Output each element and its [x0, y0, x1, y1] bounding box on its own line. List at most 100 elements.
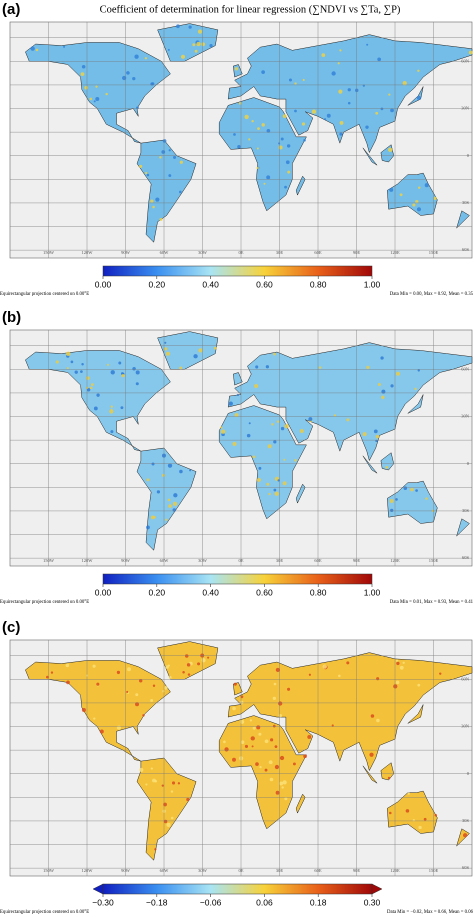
texture-speck	[179, 160, 183, 164]
texture-speck	[284, 797, 288, 801]
texture-speck	[424, 183, 429, 188]
texture-speck	[81, 64, 86, 69]
texture-speck	[86, 376, 90, 380]
texture-speck	[324, 118, 327, 121]
texture-speck	[96, 393, 100, 397]
texture-speck	[280, 426, 285, 431]
colorbar-arrow	[371, 883, 383, 895]
texture-speck	[167, 498, 171, 502]
texture-speck	[418, 825, 422, 830]
longitude-label: 150W	[43, 250, 55, 255]
texture-speck	[99, 729, 104, 734]
texture-speck	[308, 673, 311, 676]
longitude-label: 30W	[198, 868, 208, 873]
texture-speck	[201, 658, 206, 663]
texture-speck	[257, 127, 260, 131]
texture-speck	[93, 406, 98, 411]
texture-speck	[162, 690, 165, 693]
texture-speck	[236, 393, 240, 397]
texture-speck	[303, 754, 307, 759]
longitude-label: 30E	[276, 250, 284, 255]
landmass	[25, 660, 171, 762]
texture-speck	[333, 414, 337, 417]
landmass	[380, 452, 394, 471]
colorbar-tick-label: −0.18	[146, 897, 168, 907]
latitude-label: 30S	[462, 818, 470, 823]
landmass	[362, 765, 378, 784]
texture-speck	[287, 170, 291, 174]
longitude-label: 30W	[198, 250, 208, 255]
texture-speck	[276, 420, 280, 423]
longitude-label: 90E	[353, 250, 361, 255]
colorbar-tick-label: 0.30	[364, 897, 381, 907]
texture-speck	[121, 373, 125, 378]
colorbar-tick-label: 0.18	[310, 897, 327, 907]
texture-speck	[462, 833, 468, 838]
texture-speck	[415, 489, 418, 492]
texture-speck	[407, 792, 410, 795]
texture-speck	[65, 663, 70, 668]
landmass	[407, 86, 424, 106]
texture-speck	[433, 196, 437, 200]
texture-speck	[95, 85, 98, 88]
texture-speck	[213, 346, 217, 350]
colorbar	[102, 883, 373, 895]
texture-speck	[251, 120, 254, 123]
texture-speck	[81, 708, 86, 713]
landmass	[227, 342, 473, 462]
figure-title: Coefficient of determination for linear …	[100, 4, 401, 15]
texture-speck	[326, 113, 331, 118]
latitude-label: 30S	[462, 508, 470, 513]
texture-speck	[134, 54, 139, 59]
texture-speck	[380, 107, 384, 111]
texture-speck	[240, 719, 245, 724]
texture-speck	[237, 144, 241, 149]
texture-speck	[468, 50, 473, 55]
texture-speck	[228, 401, 233, 406]
texture-speck	[339, 132, 343, 136]
texture-speck	[92, 664, 96, 668]
texture-speck	[50, 671, 54, 674]
texture-speck	[244, 114, 249, 120]
texture-speck	[74, 370, 78, 374]
texture-speck	[223, 740, 226, 744]
texture-speck	[375, 111, 379, 115]
landmass	[456, 828, 470, 847]
texture-speck	[284, 424, 289, 429]
texture-speck	[66, 367, 69, 370]
colorbar-tick-label: 0.60	[256, 587, 273, 597]
latitude-label: 60N	[461, 366, 470, 371]
landmass	[295, 175, 306, 196]
texture-speck	[209, 44, 213, 48]
texture-speck	[399, 193, 403, 197]
texture-speck	[292, 762, 296, 766]
texture-speck	[55, 360, 59, 364]
texture-speck	[403, 486, 408, 490]
texture-speck	[46, 675, 49, 679]
longitude-label: 120W	[82, 250, 94, 255]
texture-speck	[164, 341, 167, 344]
texture-speck	[163, 802, 167, 807]
texture-speck	[139, 767, 144, 772]
texture-speck	[66, 680, 70, 685]
latitude-label: 60S	[462, 247, 470, 252]
longitude-label: 90E	[353, 558, 361, 563]
texture-speck	[179, 366, 183, 370]
texture-speck	[144, 171, 148, 175]
texture-speck	[188, 25, 192, 29]
texture-speck	[395, 680, 400, 685]
texture-speck	[274, 491, 279, 496]
texture-speck	[393, 684, 398, 689]
texture-speck	[273, 352, 276, 356]
texture-speck	[267, 444, 272, 449]
texture-speck	[275, 667, 281, 673]
texture-speck	[285, 160, 290, 165]
texture-speck	[272, 696, 276, 700]
landmass	[233, 372, 243, 386]
colorbar-arrow	[92, 883, 104, 895]
texture-speck	[286, 144, 291, 148]
texture-speck	[164, 686, 168, 690]
longitude-label: 60E	[314, 558, 322, 563]
texture-speck	[93, 100, 96, 103]
texture-speck	[390, 508, 394, 513]
